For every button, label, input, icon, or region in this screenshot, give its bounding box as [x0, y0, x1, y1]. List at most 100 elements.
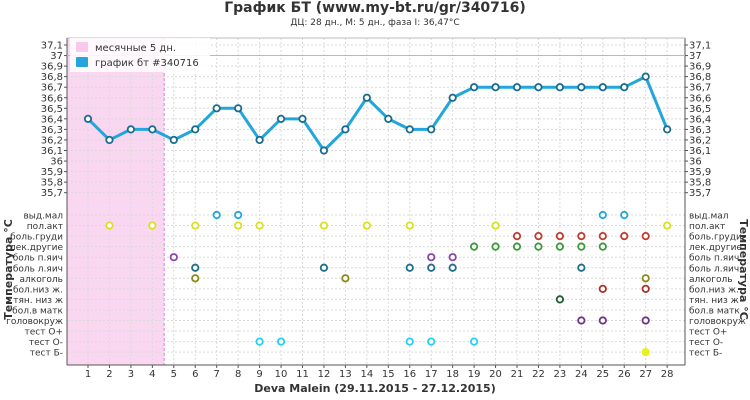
- symptom-label-left: бол.в матк: [12, 306, 63, 316]
- symptom-label-right: лек.другие: [689, 243, 742, 253]
- symptom-marker: [212, 210, 221, 220]
- legend-box: [70, 38, 210, 72]
- symptom-marker: [234, 221, 243, 230]
- symptom-marker: [469, 337, 479, 346]
- symptom-label-left: тест О+: [25, 328, 63, 338]
- symptom-label-right: тест О-: [689, 338, 723, 348]
- symptom-marker: [405, 263, 414, 272]
- symptom-label-right: боль п.яич: [689, 254, 739, 264]
- symptom-label-right: тест Б-: [689, 349, 722, 359]
- symptom-marker: [169, 253, 178, 262]
- y-tick-label-right: 37: [689, 51, 702, 62]
- temperature-point: [234, 104, 243, 113]
- y-tick-label-left: 35,7: [41, 188, 63, 199]
- temperature-point: [512, 83, 522, 92]
- symptom-label-left: лек.другие: [10, 243, 63, 253]
- x-tick-label: 22: [532, 369, 545, 380]
- symptom-label-right: головокруж: [689, 317, 746, 327]
- temperature-point: [448, 93, 457, 102]
- x-tick-label: 12: [318, 369, 331, 380]
- x-tick-label: 2: [106, 369, 112, 380]
- temperature-point: [341, 125, 350, 134]
- x-tick-label: 24: [575, 369, 588, 380]
- x-tick-label: 23: [554, 369, 567, 380]
- symptom-label-left: пол.акт: [27, 222, 63, 232]
- symptom-label-left: головокруж: [6, 317, 63, 327]
- y-tick-label-right: 36,9: [689, 62, 711, 73]
- symptom-marker: [469, 242, 479, 251]
- temperature-point: [534, 83, 543, 92]
- y-tick-label-right: 36,3: [689, 125, 711, 136]
- x-tick-label: 7: [214, 369, 220, 380]
- symptom-marker: [577, 232, 586, 241]
- symptom-label-left: бол.низ ж.: [13, 285, 63, 295]
- y-tick-label-left: 36,2: [41, 135, 63, 146]
- x-tick-label: 15: [382, 369, 395, 380]
- symptom-label-left: выд.мал: [23, 212, 63, 222]
- symptom-label-right: бол.низ ж.: [689, 285, 739, 295]
- temperature-point: [641, 72, 650, 81]
- x-tick-label: 28: [661, 369, 674, 380]
- y-tick-label-left: 36,6: [41, 93, 63, 104]
- temperature-point: [148, 125, 157, 134]
- x-tick-label: 26: [618, 369, 631, 380]
- symptom-marker: [512, 232, 522, 241]
- symptom-marker: [234, 210, 243, 220]
- symptom-marker: [555, 242, 565, 251]
- symptom-marker: [577, 316, 586, 325]
- y-tick-label-right: 35,9: [689, 167, 711, 178]
- symptom-label-left: тян. низ ж: [13, 296, 63, 306]
- y-tick-label-left: 36,1: [41, 146, 63, 157]
- x-tick-label: 9: [256, 369, 262, 380]
- temperature-point: [191, 125, 200, 134]
- x-axis-label: Deva Malein (29.11.2015 - 27.12.2015): [254, 382, 496, 395]
- x-tick-label: 11: [296, 369, 309, 380]
- symptom-marker: [255, 221, 264, 230]
- symptom-marker: [491, 242, 500, 251]
- symptom-marker: [276, 337, 286, 346]
- temperature-point: [276, 114, 286, 123]
- y-tick-label-left: 37,1: [41, 41, 63, 52]
- symptom-marker: [598, 284, 607, 293]
- symptom-marker: [341, 274, 350, 283]
- symptom-label-right: боль л.яич: [689, 264, 739, 274]
- y-tick-label-right: 36,7: [689, 83, 711, 94]
- y-tick-label-right: 35,8: [689, 178, 711, 189]
- symptom-marker: [641, 348, 650, 357]
- y-tick-label-left: 36,5: [41, 104, 63, 115]
- x-tick-label: 14: [360, 369, 373, 380]
- symptom-marker: [448, 263, 457, 272]
- temperature-line: [86, 75, 669, 152]
- chart-subtitle: ДЦ: 28 дн., М: 5 дн., фаза I: 36,47°C: [290, 18, 460, 28]
- temperature-point: [255, 135, 264, 145]
- symptom-marker: [105, 221, 114, 230]
- symptom-label-right: тест О+: [689, 328, 727, 338]
- symptom-label-left: боль л.яич: [13, 264, 63, 274]
- y-tick-label-left: 35,9: [41, 167, 63, 178]
- y-tick-label-right: 36,2: [689, 135, 711, 146]
- symptom-marker: [641, 284, 650, 293]
- temperature-point: [469, 83, 479, 92]
- temperature-point: [598, 83, 607, 92]
- symptom-marker: [598, 232, 607, 241]
- y-tick-label-right: 36,1: [689, 146, 711, 157]
- temperature-point: [555, 83, 565, 92]
- symptom-marker: [577, 263, 586, 272]
- symptom-marker: [427, 337, 436, 346]
- temperature-point: [126, 125, 135, 134]
- y-tick-label-left: 35,8: [41, 178, 63, 189]
- symptom-marker: [663, 221, 672, 230]
- temperature-point: [212, 104, 221, 113]
- symptom-marker: [319, 221, 329, 230]
- x-tick-label: 4: [149, 369, 155, 380]
- symptom-marker: [191, 221, 200, 230]
- legend-label: график бт #340716: [95, 58, 199, 69]
- temperature-point: [577, 83, 586, 92]
- symptom-marker: [534, 242, 543, 251]
- symptom-marker: [555, 232, 565, 241]
- x-tick-label: 16: [403, 369, 416, 380]
- y-tick-label-right: 36,8: [689, 72, 711, 83]
- symptom-marker: [427, 253, 436, 262]
- symptom-label-left: алкоголь: [19, 275, 63, 285]
- x-tick-label: 1: [85, 369, 91, 380]
